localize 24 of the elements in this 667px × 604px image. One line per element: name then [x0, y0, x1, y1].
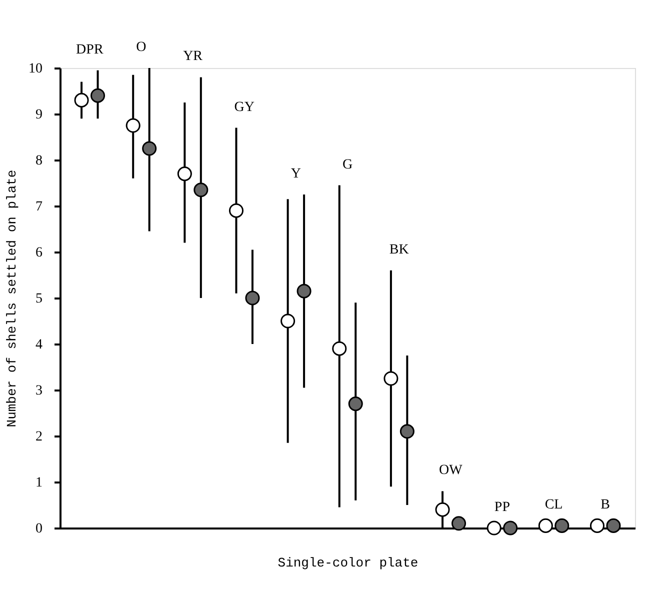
y-tick-label: 3 — [36, 384, 42, 398]
y-tick-label: 1 — [36, 476, 42, 490]
x-tick-label: YR — [183, 49, 204, 64]
x-tick-label: DPR — [76, 42, 104, 58]
y-tick-label: 5 — [36, 292, 42, 306]
x-axis-title: Single-color plate — [278, 556, 418, 570]
y-tick-label: 9 — [36, 108, 42, 122]
x-tick-label: OW — [438, 463, 464, 478]
x-tick-label: G — [342, 157, 353, 172]
y-tick-label: 8 — [36, 154, 42, 168]
x-tick-label: BK — [389, 242, 409, 258]
x-tick-label: B — [600, 498, 610, 513]
y-tick-label: 2 — [36, 430, 42, 444]
x-tick-label: Y — [290, 166, 301, 182]
y-tick-label: 0 — [36, 522, 42, 536]
x-tick-label: CL — [544, 498, 563, 513]
y-tick-label: 6 — [36, 246, 42, 260]
y-axis-title: Number of shells settled on plate — [4, 170, 20, 428]
y-tick-label: 4 — [36, 338, 42, 352]
y-tick-label: 10 — [28, 62, 42, 76]
x-tick-label: GY — [234, 100, 254, 115]
x-tick-label: O — [136, 40, 146, 55]
y-tick-label: 7 — [36, 200, 42, 214]
x-tick-label: PP — [494, 500, 510, 515]
